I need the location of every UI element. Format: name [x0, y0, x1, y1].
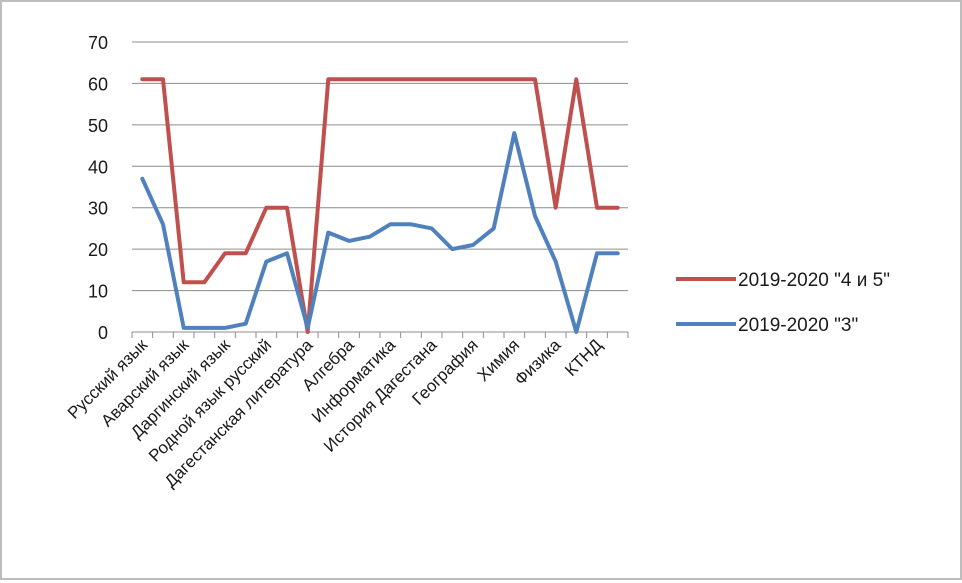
- y-tick-label: 40: [88, 157, 108, 177]
- y-tick-label: 10: [88, 282, 108, 302]
- y-tick-label: 60: [88, 74, 108, 94]
- x-tick-label: Физика: [511, 335, 565, 389]
- y-tick-label: 50: [88, 116, 108, 136]
- y-tick-label: 20: [88, 240, 108, 260]
- series-line: [140, 77, 620, 334]
- y-tick-label: 30: [88, 199, 108, 219]
- legend-label: 2019-2020 "4 и 5": [738, 270, 890, 291]
- series-line: [140, 131, 620, 334]
- legend-label: 2019-2020 "3": [738, 315, 858, 336]
- y-tick-label: 0: [98, 323, 108, 343]
- x-tick-label: КТНД: [561, 335, 606, 380]
- y-tick-label: 70: [88, 33, 108, 53]
